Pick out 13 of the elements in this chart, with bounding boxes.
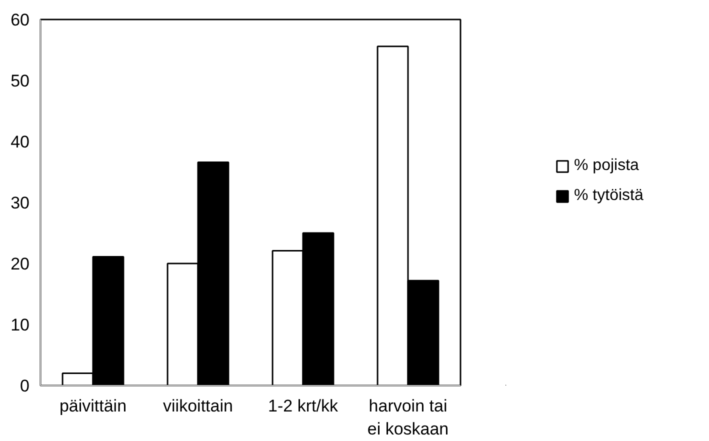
y-tick-label: 60 bbox=[10, 10, 30, 30]
legend-label: % tytöistä bbox=[574, 187, 644, 205]
y-tick-label: 30 bbox=[10, 194, 30, 212]
y-tick-label: 20 bbox=[10, 254, 30, 274]
y-tick-label: 0 bbox=[20, 376, 30, 396]
x-tick-label: viikoittain bbox=[163, 396, 233, 416]
y-tick-label: 40 bbox=[10, 132, 30, 152]
x-tick-label: 1-2 krt/kk bbox=[268, 396, 338, 416]
y-tick-label: 10 bbox=[10, 316, 30, 334]
legend-label: % pojista bbox=[574, 157, 639, 175]
x-tick-label: päivittäin bbox=[59, 396, 127, 416]
y-tick-label: 50 bbox=[10, 72, 30, 90]
x-tick-label: harvoin tai ei koskaan bbox=[367, 396, 449, 438]
